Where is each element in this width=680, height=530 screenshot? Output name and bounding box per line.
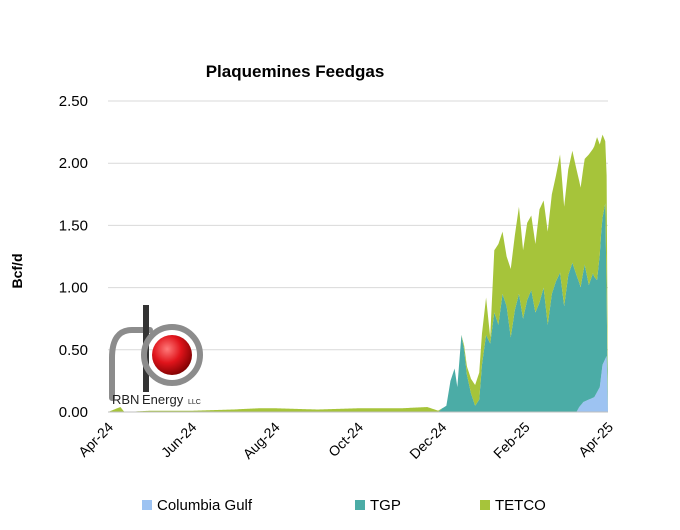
logo-r-shape	[109, 327, 153, 401]
x-tick-label: Oct-24	[325, 419, 366, 460]
y-tick-label: 2.50	[59, 93, 88, 110]
x-tick-label: Jun-24	[158, 419, 200, 461]
series-area-tetco	[108, 134, 608, 412]
logo-energy-text: Energy	[142, 392, 184, 407]
rbn-logo: RBN Energy LLC	[109, 305, 203, 407]
y-axis-ticks: 0.00 0.50 1.00 1.50 2.00 2.50	[59, 93, 88, 421]
legend-swatch-tetco	[480, 500, 490, 510]
legend-label-tgp: TGP	[370, 497, 401, 514]
legend-label-columbia-gulf: Columbia Gulf	[157, 497, 253, 514]
logo-b-ring	[141, 324, 203, 386]
legend-swatch-columbia-gulf	[142, 500, 152, 510]
series-area-tgp	[108, 203, 608, 412]
y-tick-label: 0.00	[59, 404, 88, 421]
x-axis-ticks: Apr-24 Jun-24 Aug-24 Oct-24 Dec-24 Feb-25 Apr-…	[75, 419, 616, 462]
logo-rbn-text: RBN	[112, 392, 139, 407]
x-tick-label: Apr-25	[575, 419, 616, 460]
legend-label-tetco: TETCO	[495, 497, 546, 514]
y-tick-label: 2.00	[59, 155, 88, 172]
legend: Columbia Gulf TGP TETCO	[142, 497, 546, 514]
logo-red-ball	[152, 335, 192, 375]
x-tick-label: Dec-24	[406, 419, 449, 462]
y-tick-label: 1.50	[59, 217, 88, 234]
x-tick-label: Aug-24	[240, 419, 283, 462]
series-layer	[108, 134, 608, 412]
logo-llc-text: LLC	[188, 399, 201, 406]
chart-title: Plaquemines Feedgas	[206, 62, 385, 81]
x-tick-label: Feb-25	[490, 419, 533, 462]
y-axis-label: Bcf/d	[9, 254, 25, 289]
y-tick-label: 0.50	[59, 342, 88, 359]
x-tick-label: Apr-24	[75, 419, 116, 460]
legend-swatch-tgp	[355, 500, 365, 510]
y-tick-label: 1.00	[59, 280, 88, 297]
